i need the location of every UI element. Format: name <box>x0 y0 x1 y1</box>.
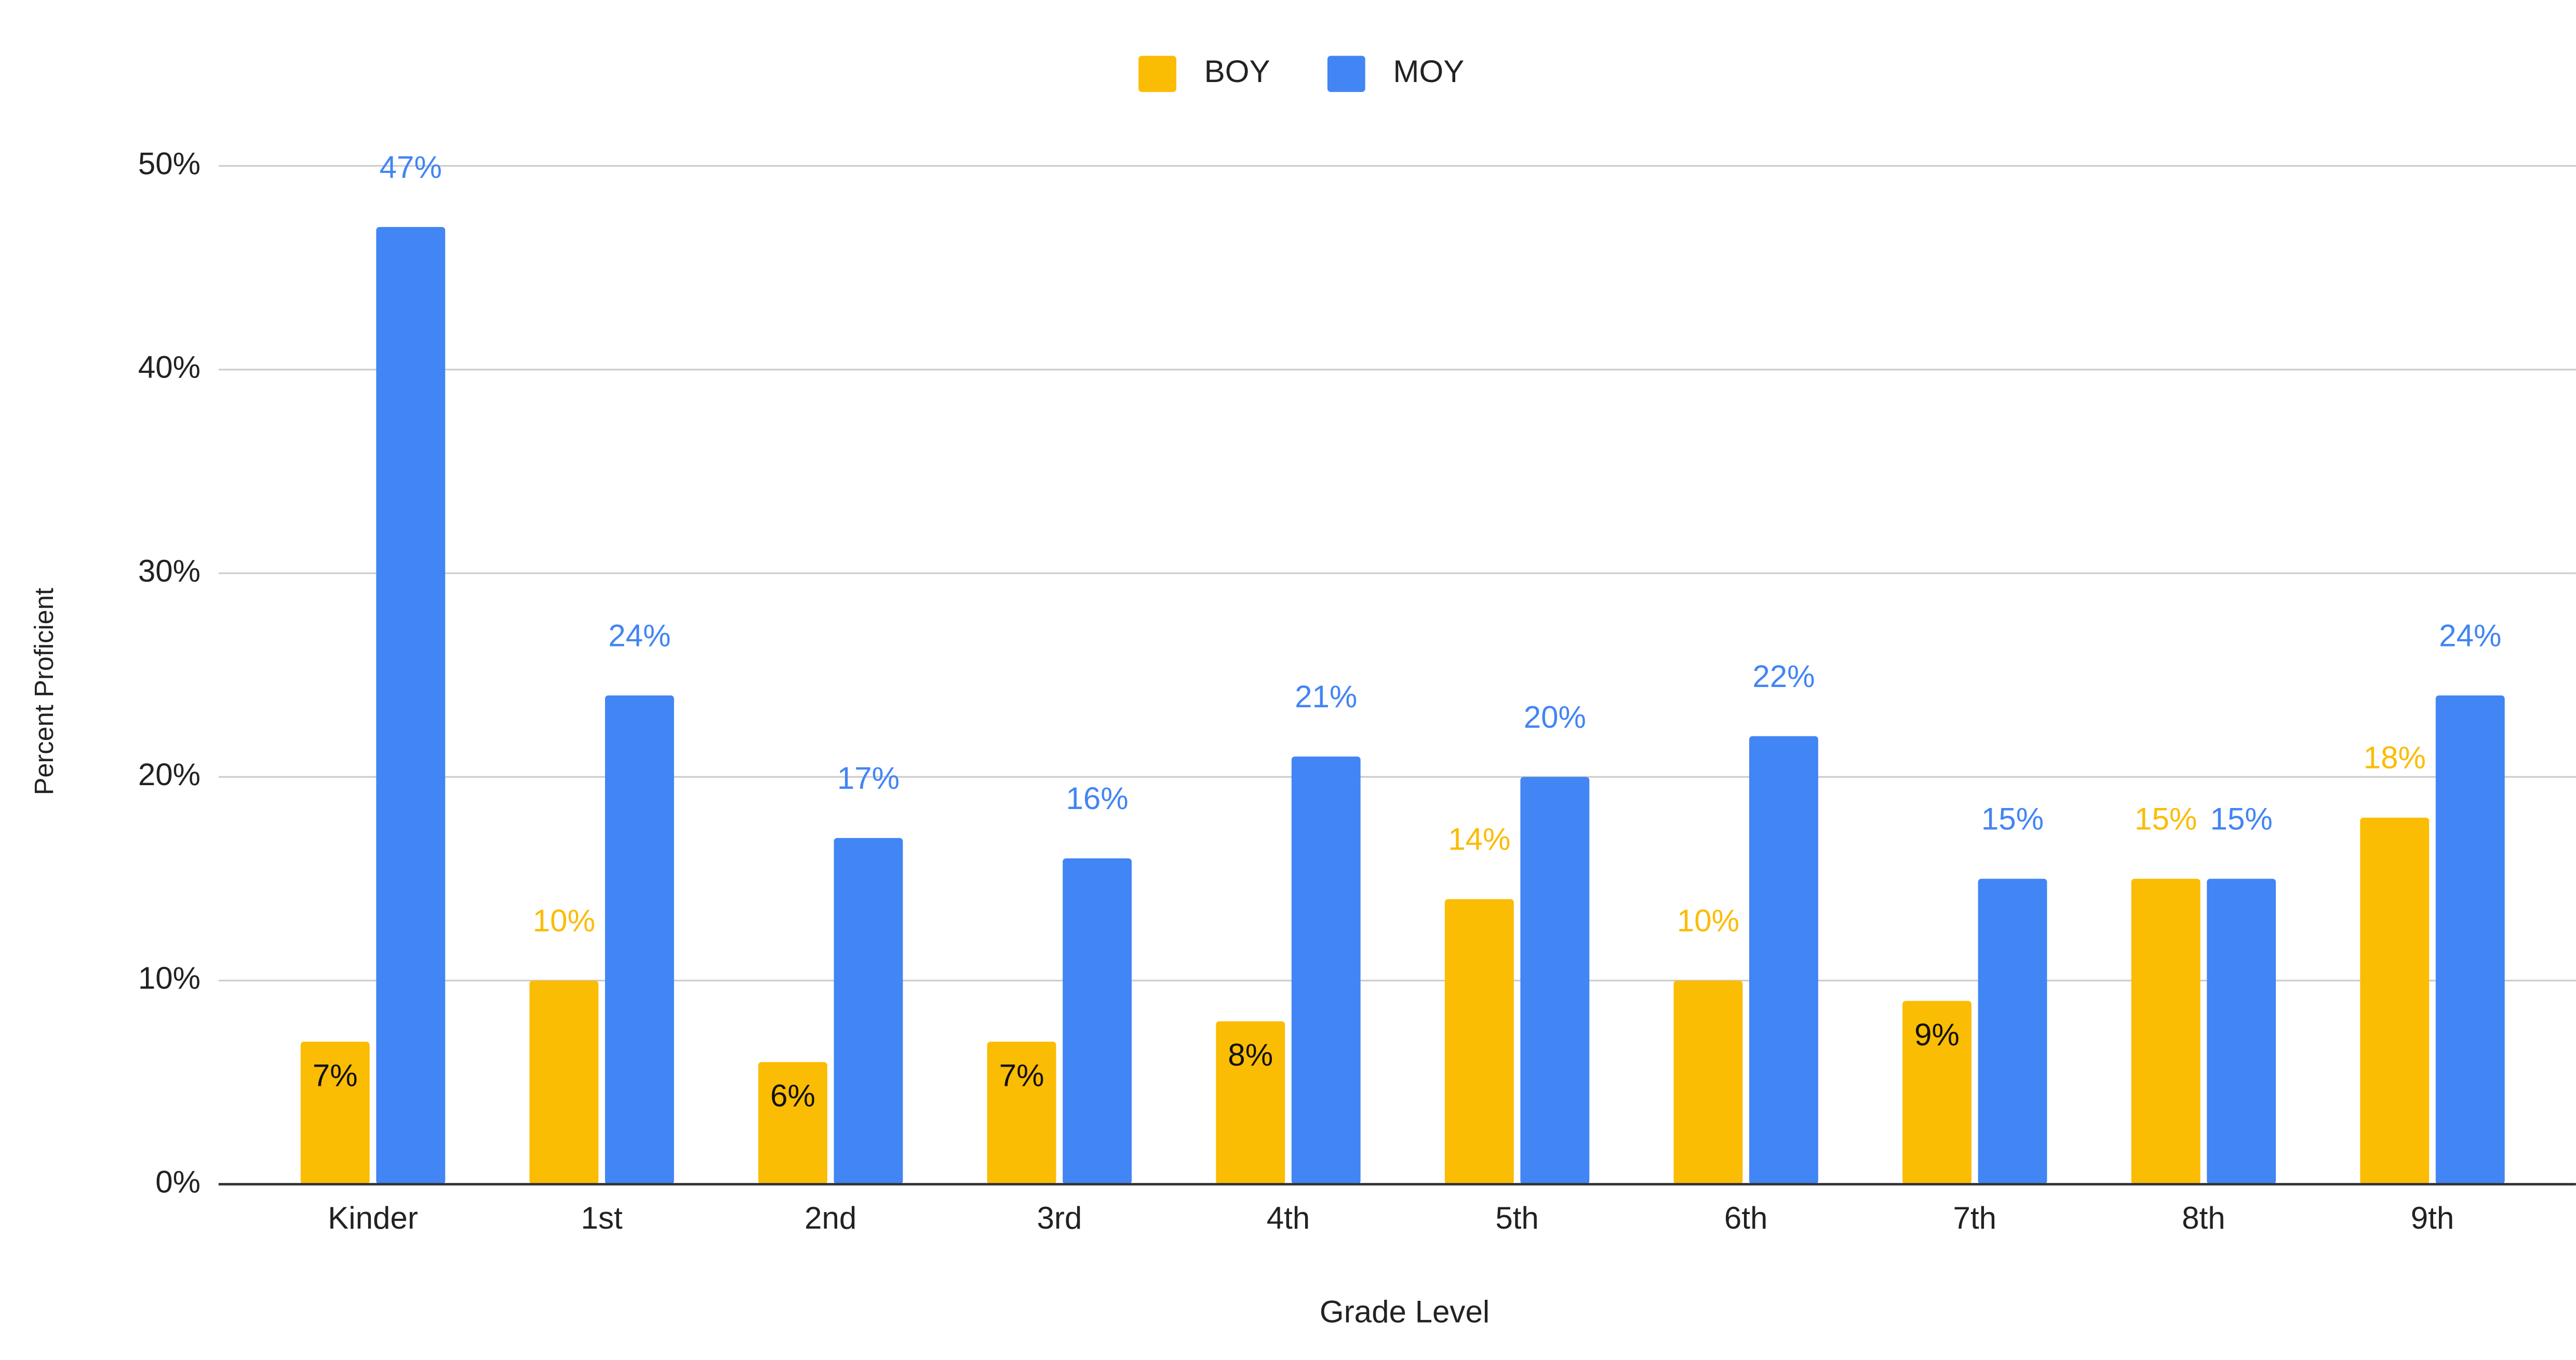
bar <box>529 980 599 1184</box>
bar <box>376 227 446 1184</box>
x-tick-label: 9th <box>2411 1201 2454 1235</box>
x-tick-label: 8th <box>2182 1201 2225 1235</box>
bar <box>1063 858 1132 1184</box>
data-label: 22% <box>1752 659 1815 694</box>
legend-swatch <box>1138 56 1176 92</box>
data-label: 10% <box>1677 904 1739 938</box>
data-label: 7% <box>999 1058 1044 1093</box>
data-label: 15% <box>2210 801 2273 836</box>
data-label: 10% <box>533 904 595 938</box>
bar <box>834 838 903 1184</box>
data-label: 24% <box>608 618 670 653</box>
x-tick-label: Kinder <box>328 1201 418 1235</box>
bar <box>1520 777 1590 1184</box>
bar <box>1444 899 1514 1184</box>
y-tick-label: 0% <box>155 1164 200 1199</box>
data-label: 21% <box>1295 679 1357 714</box>
y-tick-label: 30% <box>138 554 200 588</box>
data-label: 6% <box>770 1079 815 1113</box>
bar <box>758 1062 827 1184</box>
bar <box>2207 879 2276 1184</box>
bar <box>987 1042 1056 1184</box>
bar <box>2131 879 2201 1184</box>
x-tick-label: 5th <box>1495 1201 1539 1235</box>
bar <box>2360 817 2430 1184</box>
legend-swatch <box>1327 56 1365 92</box>
x-tick-label: 7th <box>1953 1201 1997 1235</box>
x-tick-label: 4th <box>1267 1201 1310 1235</box>
data-label: 18% <box>2364 740 2426 775</box>
y-axis-title: Percent Proficient <box>29 588 59 795</box>
y-tick-label: 40% <box>138 350 200 385</box>
bar <box>1216 1021 1285 1184</box>
data-label: 47% <box>380 150 442 184</box>
bar <box>1902 1001 1971 1184</box>
data-label: 16% <box>1066 781 1128 816</box>
bar <box>1291 756 1361 1184</box>
legend-label: BOY <box>1204 54 1270 89</box>
data-label: 17% <box>837 761 900 796</box>
bar <box>605 695 674 1184</box>
x-tick-label: 3rd <box>1037 1201 1082 1235</box>
data-label: 8% <box>1228 1038 1273 1072</box>
bar <box>2435 695 2505 1184</box>
legend-label: MOY <box>1393 54 1464 89</box>
data-label: 15% <box>1981 801 2044 836</box>
bar <box>1749 736 1818 1184</box>
data-label: 7% <box>313 1058 358 1093</box>
bar <box>1978 879 2047 1184</box>
x-tick-label: 6th <box>1724 1201 1768 1235</box>
data-label: 15% <box>2135 801 2197 836</box>
data-label: 14% <box>1448 822 1510 857</box>
data-label: 20% <box>1524 699 1586 734</box>
y-tick-label: 20% <box>138 757 200 792</box>
data-label: 9% <box>1914 1017 1960 1052</box>
x-tick-label: 2nd <box>804 1201 856 1235</box>
bar <box>1673 980 1743 1184</box>
bar <box>300 1042 370 1184</box>
data-label: 24% <box>2439 618 2501 653</box>
y-tick-label: 50% <box>138 146 200 181</box>
y-tick-label: 10% <box>138 961 200 995</box>
x-tick-label: 1st <box>581 1201 623 1235</box>
x-axis-title: Grade Level <box>1320 1294 1490 1329</box>
